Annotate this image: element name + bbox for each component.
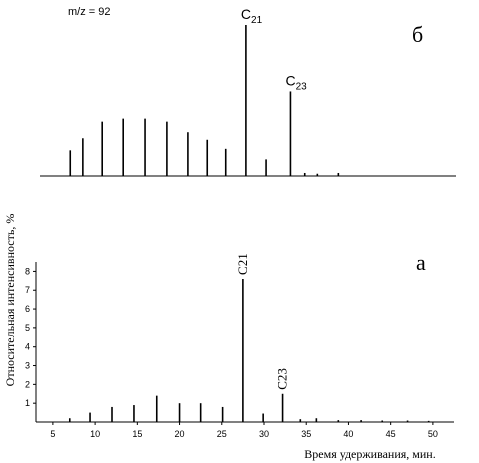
peak-label-c23-top-base: C [285,72,295,88]
peak-label-c23-top: C23 [285,72,307,92]
peak-label-c23-bottom: C23 [275,368,290,390]
bottom-peaks [68,278,430,422]
x-tick-label-5: 30 [259,429,269,439]
x-tick-label-3: 20 [175,429,185,439]
peak-label-c21-bottom: C21 [235,253,250,275]
mz-annotation: m/z = 92 [68,6,111,18]
top-peaks [69,25,340,176]
x-tick-label-7: 40 [343,429,353,439]
x-tick-label-2: 15 [132,429,142,439]
y-tick-label-5: 6 [25,304,30,314]
y-axis-label: Относительная интенсивность, % [3,214,17,387]
y-tick-label-2: 3 [25,361,30,371]
x-axis-label: Время удерживания, мин. [304,447,435,461]
y-tick-label-0: 1 [25,398,30,408]
y-tick-label-1: 2 [25,379,30,389]
panel-label-a: а [416,250,426,275]
x-tick-label-9: 50 [428,429,438,439]
bottom-peak-labels: C21 C23 [235,253,290,389]
x-tick-label-0: 5 [50,429,55,439]
top-peak-labels: C21 C23 [241,6,307,92]
y-ticks: 1 2 3 4 5 6 7 8 [25,266,36,408]
y-tick-label-4: 5 [25,323,30,333]
panel-b: m/z = 92 б C21 C23 [40,6,456,177]
peak-label-c21-top: C21 [241,6,263,26]
x-tick-label-4: 25 [217,429,227,439]
y-tick-label-6: 7 [25,285,30,295]
y-tick-label-3: 4 [25,342,30,352]
y-tick-label-7: 8 [25,266,30,276]
peak-label-c21-top-base: C [241,6,251,22]
x-ticks: 5 10 15 20 25 30 35 40 45 50 [50,422,438,439]
x-tick-label-6: 35 [301,429,311,439]
x-tick-label-1: 10 [90,429,100,439]
x-tick-label-8: 45 [386,429,396,439]
peak-label-c21-top-sub: 21 [251,15,263,26]
peak-label-c23-top-sub: 23 [296,81,308,92]
panel-label-b: б [412,22,423,47]
